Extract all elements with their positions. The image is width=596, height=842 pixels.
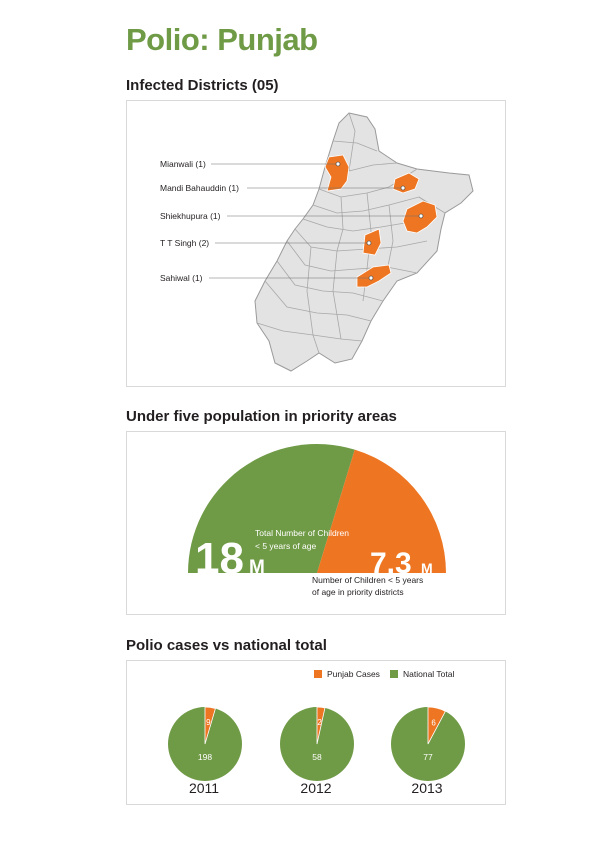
cases-legend: Punjab Cases National Total <box>314 669 454 679</box>
pie-national-value-2011: 198 <box>198 752 212 762</box>
label-mandi-bahauddin: Mandi Bahauddin (1) <box>160 183 239 193</box>
priority-caption-line1: Number of Children < 5 years <box>312 575 423 585</box>
map-panel: Mianwali (1) Mandi Bahauddin (1) Shiekhu… <box>126 100 506 387</box>
year-label-2011: 2011 <box>188 780 220 796</box>
cases-heading: Polio cases vs national total <box>126 637 327 654</box>
districts-heading: Infected Districts (05) <box>126 77 279 94</box>
total-caption-line2: < 5 years of age <box>255 541 316 551</box>
label-sahiwal: Sahiwal (1) <box>160 273 203 283</box>
pie-punjab-value-2011: 9 <box>206 718 211 727</box>
population-chart: Total Number of Children < 5 years of ag… <box>188 444 446 597</box>
priority-unit: M <box>421 560 433 576</box>
cases-panel: Punjab Cases National Total 9 198 2 58 6 77 <box>126 660 506 805</box>
pie-punjab-slice-2012 <box>316 706 326 745</box>
label-mianwali: Mianwali (1) <box>160 159 206 169</box>
district-tt-singh <box>362 228 382 256</box>
priority-children-segment <box>317 449 446 573</box>
priority-value: 7.3 <box>370 547 412 580</box>
legend-swatch-punjab <box>314 670 322 678</box>
legend-label-national: National Total <box>403 669 454 679</box>
pie-national-value-2013: 77 <box>423 752 433 762</box>
pie-punjab-slice-2011 <box>204 706 216 745</box>
total-children-segment <box>188 444 355 573</box>
pie-national-value-2012: 58 <box>312 752 322 762</box>
legend-label-punjab: Punjab Cases <box>327 669 380 679</box>
population-panel: Total Number of Children < 5 years of ag… <box>126 431 506 615</box>
legend-swatch-national <box>390 670 398 678</box>
district-labels: Mianwali (1) Mandi Bahauddin (1) Shiekhu… <box>160 159 239 283</box>
population-heading: Under five population in priority areas <box>126 408 397 425</box>
pies-group: 9 198 2 58 6 77 <box>168 706 465 781</box>
label-tt-singh: T T Singh (2) <box>160 238 209 248</box>
punjab-map: Mianwali (1) Mandi Bahauddin (1) Shiekhu… <box>160 112 474 372</box>
page-title: Polio: Punjab <box>126 22 318 57</box>
cases-chart: Punjab Cases National Total 9 198 2 58 6 77 <box>168 669 465 781</box>
priority-caption-line2: of age in priority districts <box>312 587 404 597</box>
total-caption-line1: Total Number of Children <box>255 528 349 538</box>
district-leaders <box>209 161 424 281</box>
pie-punjab-value-2013: 6 <box>431 719 436 728</box>
pie-punjab-value-2012: 2 <box>317 718 322 727</box>
label-shiekhupura: Shiekhupura (1) <box>160 211 221 221</box>
pie-punjab-slice-2013 <box>427 706 446 745</box>
total-unit: M <box>249 557 265 578</box>
total-value: 18 <box>195 534 244 583</box>
district-sahiwal <box>356 264 392 288</box>
year-label-2013: 2013 <box>411 780 443 796</box>
year-label-2012: 2012 <box>300 780 332 796</box>
